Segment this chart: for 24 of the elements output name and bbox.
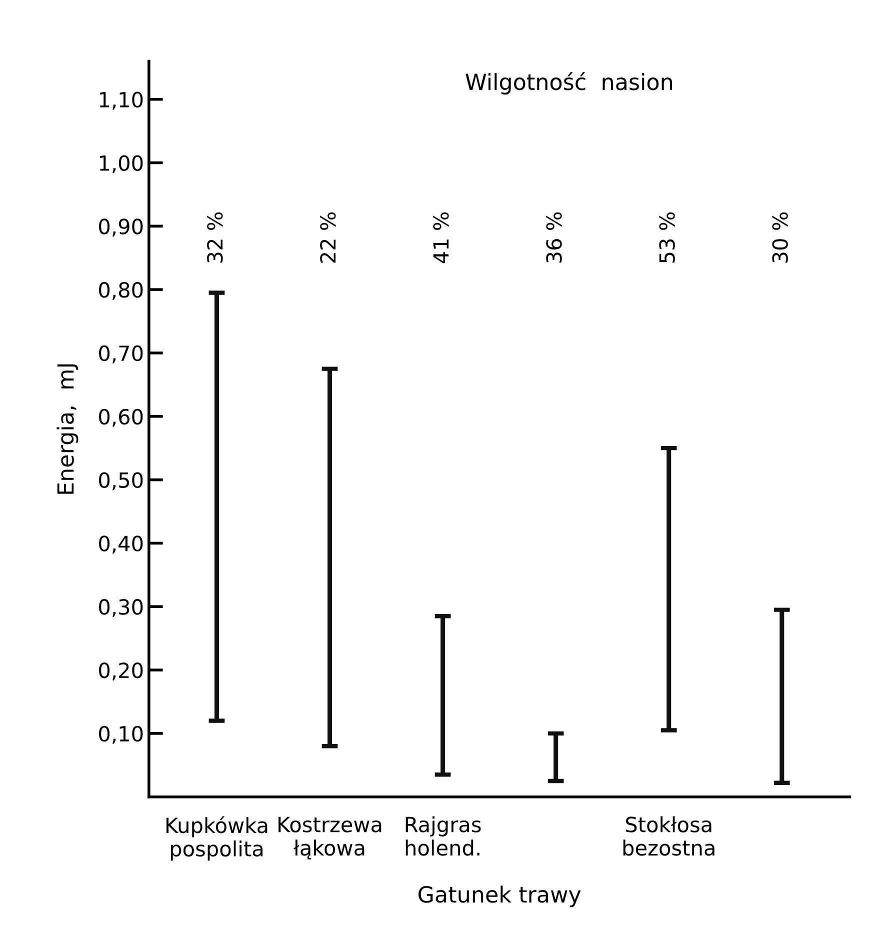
y-tick-label: 0,20 (99, 662, 143, 680)
x-tick-label: Kupkówka pospolita (166, 816, 268, 861)
y-tick-label: 0,80 (99, 282, 143, 300)
y-tick-label: 0,60 (99, 408, 143, 427)
y-tick-label: 0,50 (99, 472, 143, 490)
annotation: 53 % (659, 212, 675, 263)
y-axis-title: Energia, mJ (56, 364, 78, 494)
y-tick-label: 0,40 (99, 536, 143, 554)
x-tick-label: Stokłosa bezostna (623, 816, 714, 856)
y-tick-label: 0,30 (99, 599, 143, 617)
annotation: 36 % (546, 212, 562, 263)
annotation: Wilgotność nasion (466, 72, 672, 95)
annotation: 32 % (207, 212, 223, 263)
y-tick-label: 0,70 (99, 345, 143, 364)
x-tick-label: Rajgras holend. (406, 816, 481, 856)
y-tick-label: 0,10 (99, 726, 143, 744)
annotation: 41 % (433, 212, 449, 264)
annotation: 22 % (320, 212, 336, 263)
y-tick-label: 0,90 (99, 218, 143, 236)
y-tick-label: 1,10 (100, 92, 143, 110)
x-tick-label: Kostrzewa łąkowa (278, 816, 382, 860)
x-axis-title: Gatunek trawy (418, 886, 581, 908)
annotation: 30 % (772, 212, 788, 263)
y-tick-label: 1,00 (100, 155, 143, 174)
